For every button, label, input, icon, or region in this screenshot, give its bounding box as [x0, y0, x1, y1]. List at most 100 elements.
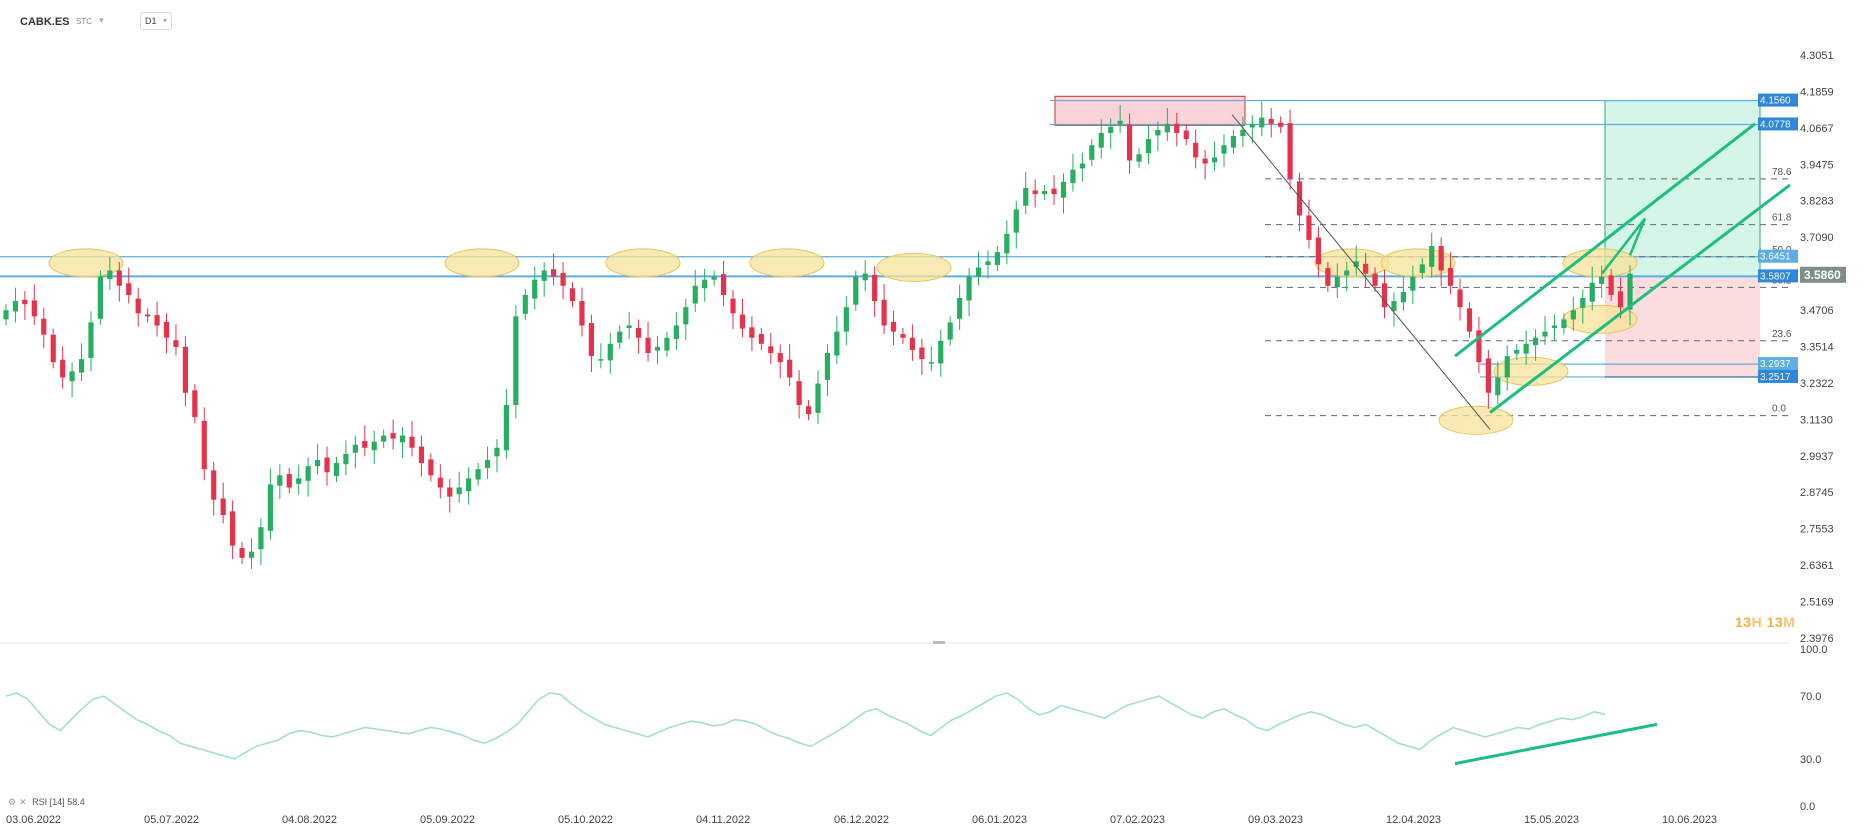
highlight-oval[interactable] — [444, 248, 520, 278]
candle-body[interactable] — [588, 323, 594, 357]
candle-body[interactable] — [1532, 337, 1539, 346]
candle-body[interactable] — [1013, 209, 1019, 233]
candle-body[interactable] — [541, 270, 547, 281]
candle-body[interactable] — [636, 327, 642, 338]
candle-body[interactable] — [1372, 273, 1378, 286]
candle-body[interactable] — [1230, 136, 1237, 148]
candle-body[interactable] — [88, 322, 94, 358]
candle-body[interactable] — [1334, 276, 1340, 288]
candle-body[interactable] — [683, 307, 689, 325]
candle-body[interactable] — [843, 307, 849, 332]
candle-body[interactable] — [928, 362, 934, 364]
candle-body[interactable] — [1221, 145, 1227, 154]
candle-body[interactable] — [919, 347, 925, 360]
chevron-down-icon[interactable]: ▾ — [99, 15, 104, 25]
candle-body[interactable] — [966, 276, 972, 301]
candle-body[interactable] — [1523, 343, 1529, 354]
pane-resize-handle[interactable] — [933, 641, 945, 644]
candle-body[interactable] — [1627, 273, 1633, 310]
candle-body[interactable] — [730, 298, 736, 314]
highlight-oval[interactable] — [1380, 248, 1456, 278]
candle-body[interactable] — [560, 272, 566, 286]
candle-body[interactable] — [532, 279, 538, 299]
candle-body[interactable] — [22, 299, 28, 305]
projection-arrow[interactable] — [1601, 217, 1647, 275]
candle-body[interactable] — [834, 331, 840, 356]
candle-body[interactable] — [1381, 283, 1388, 308]
candle-body[interactable] — [1542, 331, 1548, 337]
highlight-oval[interactable] — [876, 252, 952, 282]
candle-body[interactable] — [824, 353, 831, 380]
candle-body[interactable] — [1193, 142, 1199, 158]
candle-body[interactable] — [1438, 246, 1444, 271]
candle-body[interactable] — [1551, 325, 1558, 328]
candle-body[interactable] — [1249, 123, 1255, 128]
close-icon[interactable]: ✕ — [19, 797, 27, 807]
candle-body[interactable] — [1174, 123, 1180, 133]
candle-body[interactable] — [598, 359, 604, 361]
rsi-line[interactable] — [5, 692, 1606, 760]
candle-body[interactable] — [78, 359, 85, 373]
candle-body[interactable] — [1079, 163, 1085, 169]
candle-body[interactable] — [900, 334, 906, 338]
candle-body[interactable] — [890, 321, 897, 332]
candle-body[interactable] — [362, 441, 368, 448]
candle-body[interactable] — [673, 325, 679, 339]
candle-body[interactable] — [1060, 181, 1067, 198]
rsi-trend-line[interactable] — [1454, 722, 1658, 766]
candle-body[interactable] — [1495, 377, 1501, 396]
candle-body[interactable] — [399, 435, 406, 443]
candle-body[interactable] — [975, 267, 982, 277]
candle-body[interactable] — [296, 478, 302, 484]
candle-body[interactable] — [437, 477, 443, 488]
candle-body[interactable] — [1202, 158, 1208, 164]
candle-body[interactable] — [97, 276, 104, 319]
candle-body[interactable] — [985, 261, 991, 266]
candle-body[interactable] — [702, 279, 708, 289]
candle-body[interactable] — [1410, 276, 1416, 291]
candle-body[interactable] — [654, 346, 661, 351]
candle-body[interactable] — [305, 466, 311, 481]
candle-body[interactable] — [881, 299, 887, 326]
candle-body[interactable] — [1042, 191, 1048, 195]
candle-body[interactable] — [201, 420, 207, 470]
candle-body[interactable] — [409, 436, 415, 448]
candle-body[interactable] — [720, 274, 727, 295]
candle-body[interactable] — [1306, 215, 1312, 240]
candle-body[interactable] — [390, 433, 396, 439]
candle-body[interactable] — [1485, 358, 1491, 393]
candle-body[interactable] — [522, 294, 528, 314]
candle-body[interactable] — [475, 469, 481, 480]
candle-body[interactable] — [607, 343, 613, 361]
candle-body[interactable] — [220, 498, 226, 516]
candle-body[interactable] — [1032, 190, 1038, 195]
candle-body[interactable] — [1089, 145, 1095, 160]
candle-body[interactable] — [711, 276, 717, 280]
candle-body[interactable] — [1617, 291, 1624, 308]
candle-body[interactable] — [31, 300, 37, 317]
candle-body[interactable] — [1476, 330, 1482, 363]
candle-body[interactable] — [1098, 132, 1104, 148]
candle-body[interactable] — [50, 334, 56, 363]
candle-body[interactable] — [41, 318, 47, 335]
candle-body[interactable] — [12, 301, 19, 312]
candle-body[interactable] — [1268, 118, 1274, 124]
candle-body[interactable] — [1419, 264, 1425, 273]
candle-body[interactable] — [1448, 268, 1454, 286]
candle-body[interactable] — [418, 446, 425, 464]
candle-body[interactable] — [145, 314, 151, 317]
candle-body[interactable] — [1325, 268, 1331, 286]
candle-body[interactable] — [569, 288, 576, 302]
candle-body[interactable] — [739, 314, 746, 329]
candle-body[interactable] — [60, 359, 66, 378]
symbol-label[interactable]: CABK.ES — [20, 16, 70, 28]
candle-body[interactable] — [267, 484, 273, 531]
candle-body[interactable] — [749, 327, 755, 338]
candle-body[interactable] — [957, 298, 963, 319]
take-profit-zone[interactable] — [1604, 100, 1761, 277]
candle-body[interactable] — [107, 270, 113, 280]
candle-body[interactable] — [381, 435, 387, 442]
candle-body[interactable] — [352, 444, 358, 453]
candle-body[interactable] — [1344, 270, 1350, 276]
candle-body[interactable] — [314, 459, 321, 467]
